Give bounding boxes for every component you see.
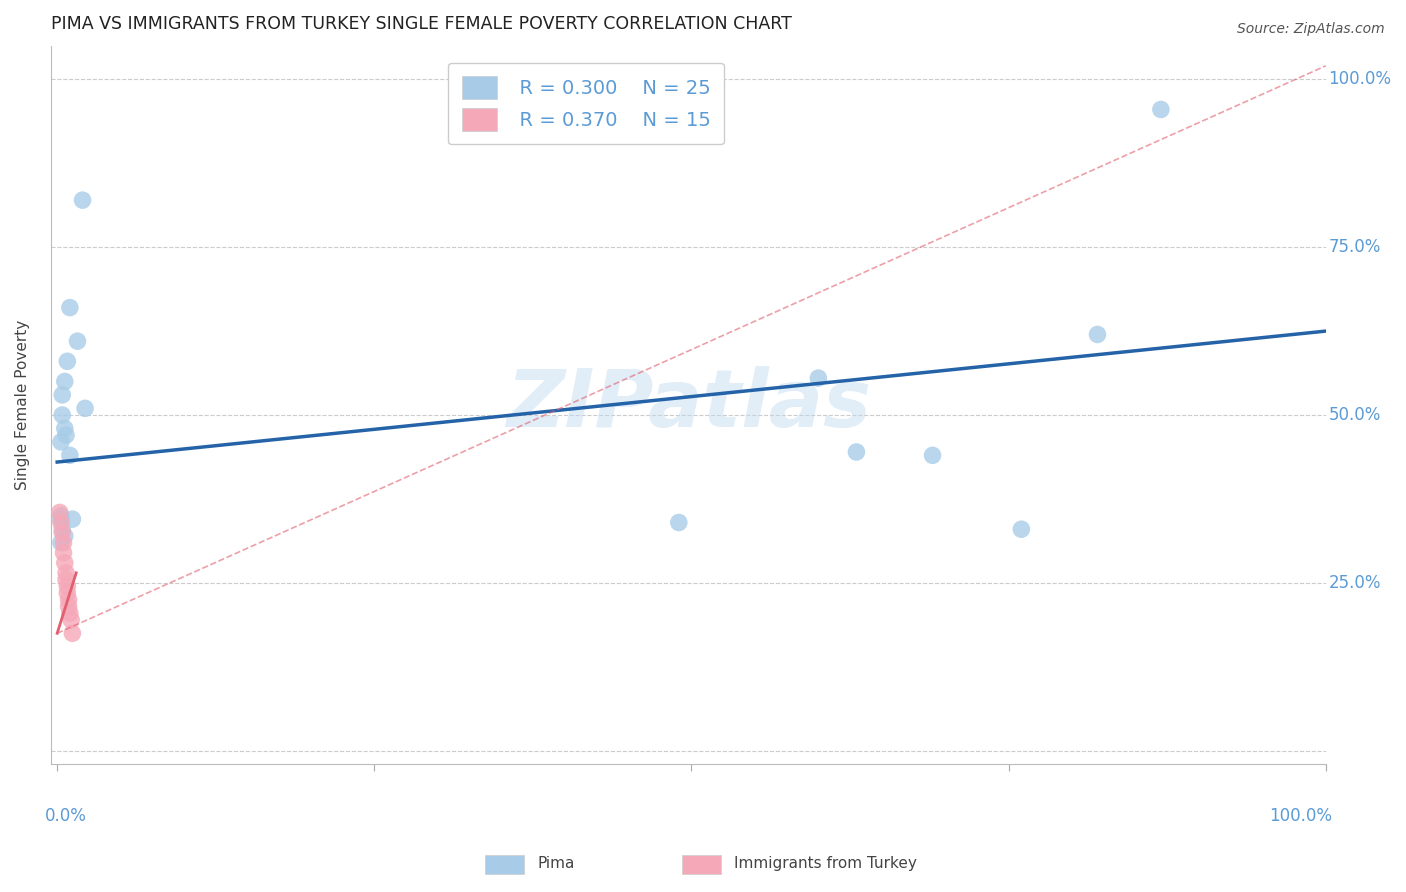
Point: [75, 401, 97, 416]
Point: [52, 546, 75, 560]
Point: [49, 508, 72, 523]
Point: [807, 371, 830, 385]
Point: [1150, 103, 1173, 117]
Text: 100.0%: 100.0%: [1270, 807, 1333, 825]
Point: [58, 592, 80, 607]
Point: [845, 445, 868, 459]
Text: Source: ZipAtlas.com: Source: ZipAtlas.com: [1237, 22, 1385, 37]
Point: [49, 516, 72, 530]
Point: [53, 556, 76, 570]
Point: [55, 573, 77, 587]
Point: [48, 505, 70, 519]
Point: [60, 613, 83, 627]
Point: [51, 525, 73, 540]
Text: 50.0%: 50.0%: [1329, 406, 1381, 424]
Point: [56, 354, 79, 368]
Point: [55, 428, 77, 442]
Point: [58, 599, 80, 614]
Point: [60, 626, 83, 640]
Text: 100.0%: 100.0%: [1329, 70, 1392, 88]
Point: [56, 586, 79, 600]
Point: [1087, 327, 1109, 342]
Point: [60, 512, 83, 526]
Point: [53, 529, 76, 543]
Text: Immigrants from Turkey: Immigrants from Turkey: [734, 856, 917, 871]
Point: [1010, 522, 1032, 536]
Point: [59, 301, 82, 315]
Point: [53, 421, 76, 435]
Text: 25.0%: 25.0%: [1329, 574, 1381, 592]
Point: [49, 535, 72, 549]
Point: [921, 448, 943, 462]
Point: [52, 535, 75, 549]
Point: [72, 193, 94, 207]
Y-axis label: Single Female Poverty: Single Female Poverty: [15, 320, 30, 490]
Point: [59, 448, 82, 462]
Legend:   R = 0.300    N = 25,   R = 0.370    N = 15: R = 0.300 N = 25, R = 0.370 N = 15: [449, 62, 724, 145]
Point: [51, 522, 73, 536]
Point: [53, 375, 76, 389]
Point: [49, 434, 72, 449]
Point: [51, 388, 73, 402]
Point: [59, 606, 82, 620]
Point: [66, 334, 89, 348]
Text: Pima: Pima: [537, 856, 575, 871]
Point: [668, 516, 690, 530]
Point: [51, 408, 73, 422]
Text: PIMA VS IMMIGRANTS FROM TURKEY SINGLE FEMALE POVERTY CORRELATION CHART: PIMA VS IMMIGRANTS FROM TURKEY SINGLE FE…: [51, 15, 792, 33]
Point: [49, 512, 72, 526]
Text: 0.0%: 0.0%: [45, 807, 86, 825]
Text: ZIPatlas: ZIPatlas: [506, 366, 870, 444]
Text: 75.0%: 75.0%: [1329, 238, 1381, 256]
Point: [55, 566, 77, 580]
Point: [56, 579, 79, 593]
